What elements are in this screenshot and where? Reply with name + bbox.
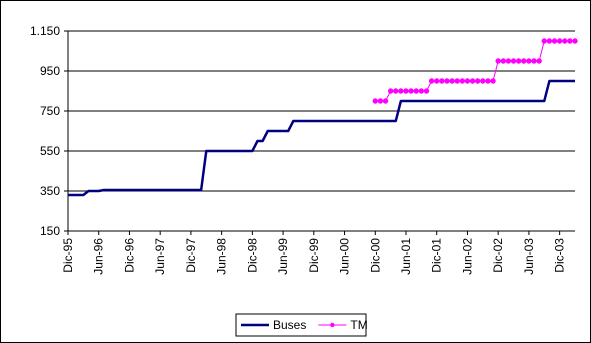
x-tick-label-Dic-97: Dic-97: [184, 238, 198, 273]
point-TM-38: [567, 38, 573, 44]
point-TM-9: [418, 88, 425, 94]
legend-label-TM: TM: [350, 318, 367, 332]
x-tick-label-Jun-97: Jun-97: [153, 238, 167, 275]
legend-marker-TM: [330, 322, 335, 328]
x-tick-label-Jun-99: Jun-99: [276, 238, 290, 275]
x-tick-label-Dic-96: Dic-96: [122, 238, 136, 273]
x-tick-label-Dic-99: Dic-99: [307, 238, 321, 273]
x-tick-label-Dic-98: Dic-98: [245, 238, 259, 273]
point-TM-5: [398, 88, 404, 94]
point-TM-12: [434, 78, 440, 84]
point-TM-22: [485, 78, 491, 84]
x-tick-label-Jun-01: Jun-01: [399, 238, 413, 275]
point-TM-35: [551, 38, 558, 44]
point-TM-4: [393, 88, 399, 94]
x-tick-label-Jun-00: Jun-00: [338, 238, 352, 275]
point-TM-0: [372, 98, 378, 104]
point-TM-26: [505, 58, 512, 64]
y-tick-label-150: 150: [40, 224, 60, 238]
point-TM-13: [439, 78, 445, 84]
y-tick-label-550: 550: [40, 144, 60, 158]
legend: [235, 313, 367, 337]
y-tick-label-750: 750: [40, 104, 60, 118]
x-tick-label-Dic-03: Dic-03: [553, 238, 567, 273]
legend-label-Buses: Buses: [273, 318, 306, 332]
point-TM-31: [531, 58, 537, 64]
point-TM-34: [546, 38, 553, 44]
series-line-Buses: [68, 79, 575, 197]
point-TM-29: [521, 58, 527, 64]
point-TM-14: [444, 78, 450, 84]
point-TM-15: [449, 78, 455, 84]
point-TM-1: [377, 98, 384, 104]
point-TM-3: [387, 88, 394, 94]
point-TM-36: [556, 38, 563, 44]
x-tick-label-Dic-95: Dic-95: [61, 238, 75, 273]
point-TM-21: [480, 78, 486, 84]
point-TM-17: [459, 78, 466, 84]
x-tick-label-Jun-02: Jun-02: [460, 238, 474, 275]
x-tick-label-Jun-03: Jun-03: [522, 238, 536, 275]
point-TM-39: [572, 38, 578, 44]
point-TM-7: [408, 88, 414, 94]
x-tick-label-Dic-01: Dic-01: [430, 238, 444, 273]
point-TM-25: [500, 58, 507, 64]
point-TM-6: [403, 88, 409, 94]
point-TM-18: [464, 78, 471, 84]
point-TM-23: [490, 78, 496, 84]
x-tick-label-Dic-00: Dic-00: [368, 238, 382, 273]
y-tick-label-350: 350: [40, 184, 60, 198]
point-TM-19: [469, 78, 476, 84]
x-tick-label-Jun-96: Jun-96: [92, 238, 106, 275]
point-TM-28: [515, 58, 522, 64]
x-tick-label-Jun-98: Jun-98: [215, 238, 229, 275]
y-tick-label-950: 950: [40, 64, 60, 78]
point-TM-10: [423, 88, 430, 94]
point-TM-32: [536, 58, 542, 64]
point-TM-37: [562, 38, 568, 44]
point-TM-2: [382, 98, 389, 104]
point-TM-16: [454, 78, 460, 84]
point-TM-11: [428, 78, 435, 84]
point-TM-24: [495, 58, 501, 64]
point-TM-8: [413, 88, 419, 94]
point-TM-30: [526, 58, 532, 64]
point-TM-27: [510, 58, 517, 64]
y-tick-label-1.150: 1.150: [30, 24, 60, 38]
point-TM-33: [541, 38, 547, 44]
x-tick-label-Dic-02: Dic-02: [491, 238, 505, 273]
point-TM-20: [474, 78, 481, 84]
